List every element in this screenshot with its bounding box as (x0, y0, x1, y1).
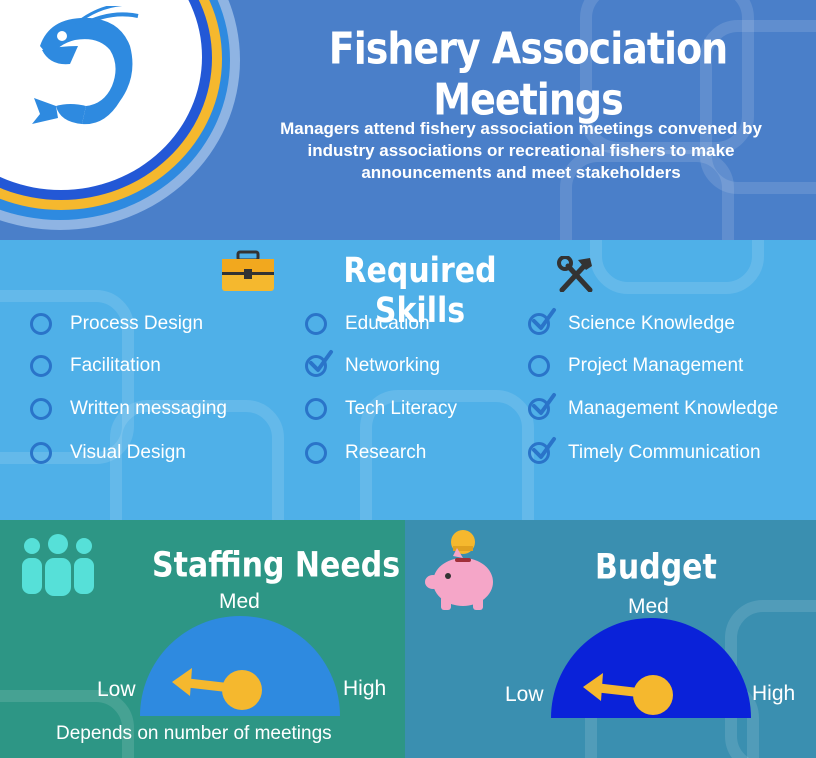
page-subtitle: Managers attend fishery association meet… (280, 119, 762, 182)
gauge-med-label: Med (219, 590, 260, 613)
staffing-title: Staffing Needs (152, 545, 401, 586)
skill-item: Timely Communication (528, 437, 761, 464)
empty-circle-icon (30, 355, 52, 377)
skill-item: Research (305, 442, 426, 464)
gauge-high-label: High (752, 682, 796, 705)
empty-circle-icon (30, 442, 52, 464)
skill-item: Visual Design (30, 442, 186, 464)
empty-circle-icon (30, 398, 52, 420)
staffing-gauge (140, 616, 340, 716)
skill-item: Science Knowledge (528, 308, 735, 335)
skill-label: Tech Literacy (345, 398, 457, 419)
checked-circle-icon (305, 350, 333, 377)
skill-label: Research (345, 442, 427, 463)
shrimp-icon (32, 6, 139, 125)
skill-item: Tech Literacy (305, 398, 457, 420)
staffing-needs-panel: Staffing Needs Med Low High Depends on n… (0, 520, 405, 758)
staffing-note: Depends on number of meetings (56, 723, 332, 744)
decorative-frame (580, 0, 754, 154)
checked-circle-icon (528, 308, 556, 335)
budget-title: Budget (595, 547, 717, 588)
skill-item: Project Management (528, 355, 743, 377)
budget-gauge (551, 618, 751, 718)
decorative-frame (560, 150, 734, 240)
skill-label: Visual Design (70, 442, 186, 463)
skill-label: Facilitation (70, 355, 161, 376)
hammer-wrench-icon (557, 256, 593, 292)
gauge-low-label: Low (505, 683, 544, 706)
skill-item: Management Knowledge (528, 393, 779, 420)
checked-circle-icon (528, 393, 556, 420)
budget-panel: Budget Med Low High (405, 520, 816, 758)
checked-circle-icon (528, 437, 556, 464)
skill-item: Networking (305, 350, 441, 377)
required-skills-section: Required Skills Process Design Facilitati… (0, 240, 816, 520)
skill-label: Project Management (568, 355, 744, 376)
skill-item: Education (305, 313, 430, 335)
skill-label: Written messaging (70, 398, 227, 419)
empty-circle-icon (30, 313, 52, 335)
gauge-med-label: Med (628, 595, 669, 618)
skill-label: Networking (345, 355, 441, 376)
skill-label: Process Design (70, 313, 204, 334)
skill-item: Facilitation (30, 355, 161, 377)
empty-circle-icon (528, 355, 550, 377)
page-title: Fishery Association Meetings (328, 23, 728, 125)
skill-label: Science Knowledge (568, 313, 735, 334)
gauge-high-label: High (343, 677, 387, 700)
skill-label: Management Knowledge (568, 398, 779, 419)
empty-circle-icon (305, 442, 327, 464)
empty-circle-icon (305, 398, 327, 420)
skill-label: Timely Communication (568, 442, 761, 463)
empty-circle-icon (305, 313, 327, 335)
skills-title: Required Skills (343, 250, 497, 332)
header: Fishery Association Meetings Managers at… (0, 0, 816, 240)
skill-item: Written messaging (30, 398, 227, 420)
skill-label: Education (345, 313, 430, 334)
skill-item: Process Design (30, 313, 203, 335)
people-group-icon (22, 534, 94, 596)
toolbox-icon (222, 250, 274, 291)
piggy-bank-icon (425, 530, 493, 610)
gauge-low-label: Low (97, 678, 136, 701)
